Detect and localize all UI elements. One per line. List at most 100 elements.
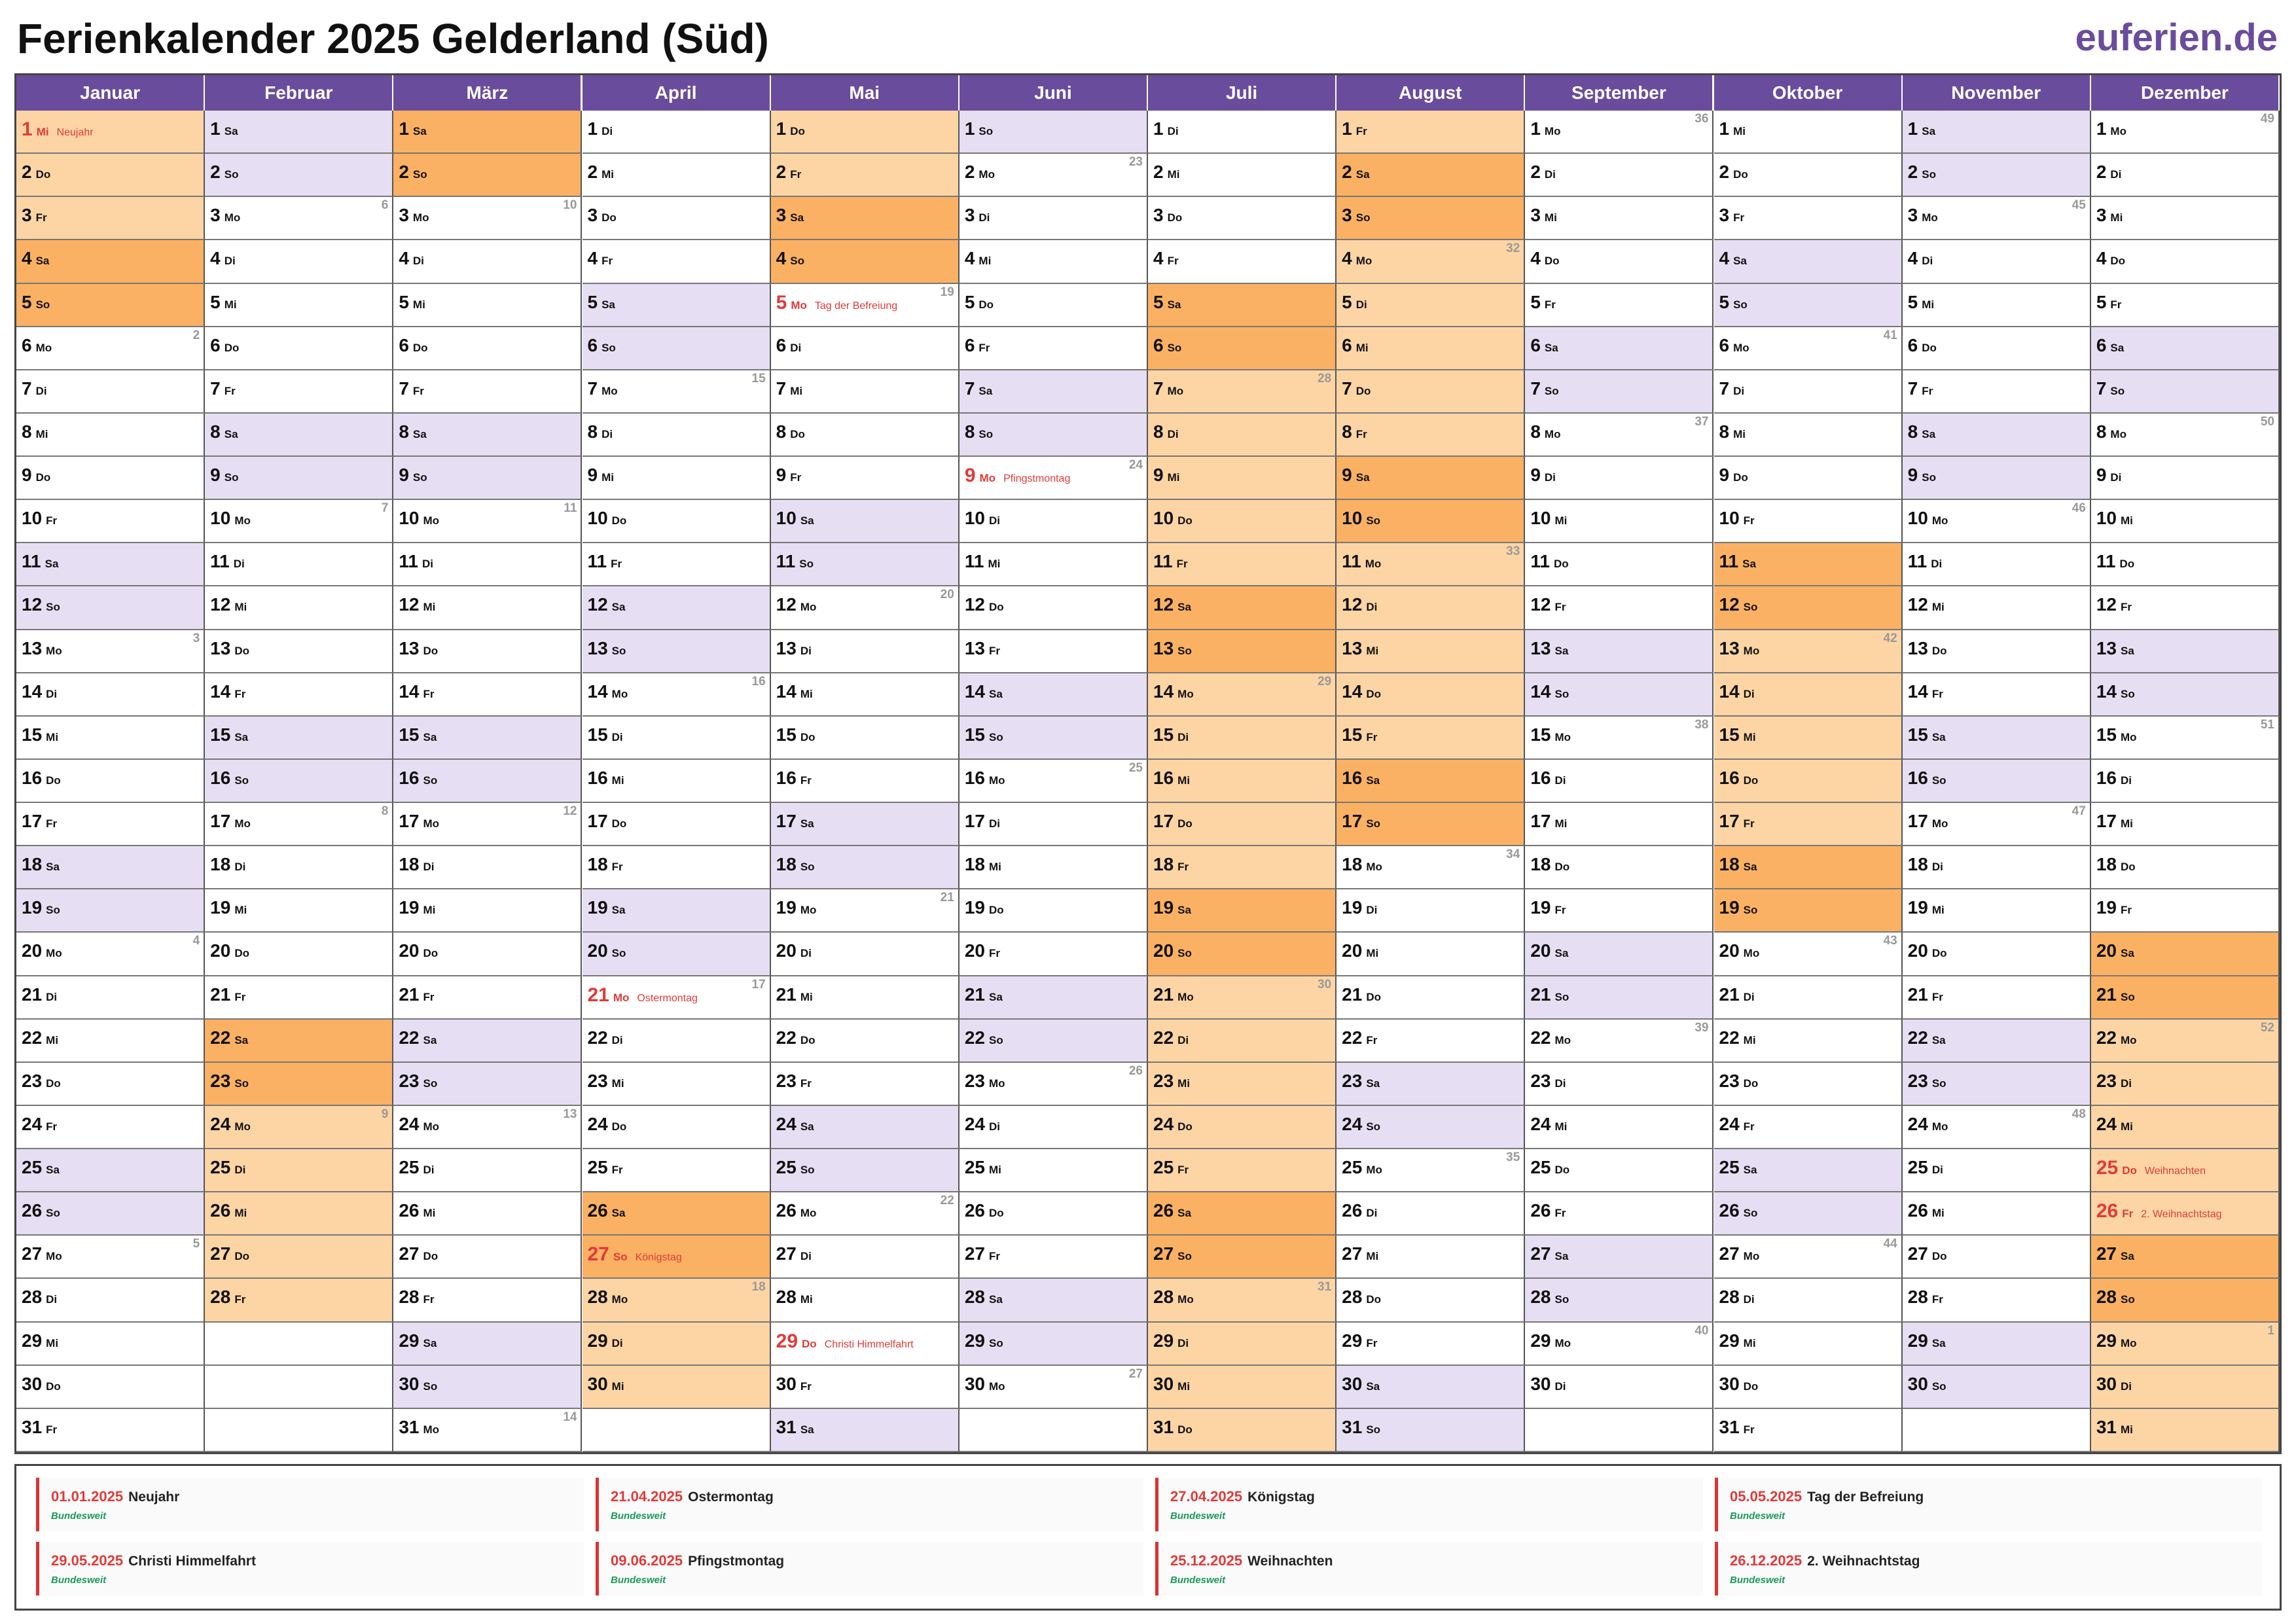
day-cell: 4 Sa [1713,240,1903,284]
day-cell: 9 Do [1713,457,1903,501]
day-number: 28 [399,1287,420,1308]
day-cell: 12 So [1713,586,1903,630]
holiday-title: Tag der Befreiung [1807,1489,1924,1505]
day-cell: 14 Di [1713,673,1903,717]
month-header: Juni [959,75,1148,111]
weekday: Fr [1176,558,1188,571]
day-number: 12 [399,594,420,615]
day: 5 So [1719,292,1748,313]
day-number: 9 [1719,465,1730,486]
weekday: So [611,644,626,657]
day: 26 Fr [1530,1200,1566,1221]
day: 2 So [399,162,427,183]
weekday: Sa [611,904,626,917]
day: 5 Mi [399,292,425,313]
holiday-date: 26.12.2025 [1730,1552,1803,1569]
weekday: Mi [1366,947,1379,960]
brand[interactable]: euferien.de [2075,16,2278,59]
day-number: 10 [587,508,608,529]
day-number: 9 [22,465,32,486]
week-number: 41 [1883,328,1897,342]
day-cell: 4 Di [205,240,394,284]
day: 28 Di [1719,1287,1755,1308]
weekday: So [423,1380,438,1393]
day: 21 Di [22,984,57,1005]
day: 24 Di [965,1114,1000,1135]
day-number: 23 [2096,1070,2117,1091]
day: 28 Fr [1908,1287,1943,1308]
day-number: 13 [399,637,420,658]
day: 20 Sa [1530,940,1568,961]
weekday: So [978,125,994,137]
day: 29 So [965,1330,1003,1351]
day: 24 Mo [210,1114,251,1135]
day-number: 4 [399,248,409,269]
day-number: 6 [22,334,32,355]
day-number: 4 [1342,248,1352,269]
weekday: Sa [988,687,1003,700]
weekday: Fr [2120,904,2132,917]
day-cell: 24 Mi [1525,1105,1714,1150]
day: 13 Sa [2096,638,2134,659]
weekday: Mo [412,211,429,224]
day-cell: 25 Fr [582,1149,771,1193]
day-cell [582,1408,771,1452]
calendar: Januar 1 Mi Neujahr 2 Do 3 Fr 4 Sa 5 So 6 Mo 2 7 Di 8 Mi 9 D… [14,73,2282,1454]
day-number: 30 [964,1373,985,1394]
weekday: So [1177,947,1192,960]
day-cell: 16 Mo 25 [959,759,1148,804]
weekday: Di [35,384,47,397]
day-cell: 15 Sa [205,716,394,760]
weekday: Di [423,861,435,874]
weekday: Di [233,558,245,571]
day-cell: 27 Di [770,1236,960,1279]
weekday: Do [800,1033,816,1046]
weekday: Fr [1167,255,1179,268]
day-cell: 12 So [16,586,206,630]
weekday: Di [1366,1207,1378,1220]
day-number: 10 [1530,508,1551,529]
day-number: 30 [1153,1373,1174,1394]
weekday: Fr [423,687,435,700]
day-cell: 25 Di [393,1149,583,1193]
day-number: 15 [964,724,985,745]
day-number: 18 [210,854,231,875]
day-cell: 17 Mi [1525,803,1714,847]
day: 5 Mo Tag der Befreiung [776,292,898,314]
day: 7 So [1530,378,1558,399]
day: 3 Mi [2096,205,2123,226]
day: 14 Di [1719,681,1755,702]
day-number: 8 [1153,421,1164,442]
day-number: 30 [1530,1373,1551,1394]
weekday: Sa [2120,947,2134,960]
day-cell: 14 So [2090,673,2280,717]
day-number: 26 [1153,1200,1174,1221]
day-number: 31 [1153,1416,1174,1437]
week-number: 16 [751,674,766,688]
day-cell: 16 Mi [1148,759,1337,804]
day: 29 Sa [399,1330,437,1351]
day-cell: 27 Fr [959,1236,1148,1279]
day-cell: 3 Do [1148,197,1337,241]
day: 16 Do [1719,768,1759,789]
day-cell: 8 Mo 37 [1525,413,1714,457]
day-cell: 5 Sa [1148,283,1337,327]
day-number: 11 [2096,551,2116,572]
day-cell: 17 Do [1148,803,1337,847]
weekday: Di [46,687,58,700]
day-number: 22 [776,1027,797,1048]
day-number: 10 [2096,508,2117,529]
day-number: 8 [399,421,409,442]
week-number: 2 [192,328,200,342]
day-number: 28 [776,1287,797,1308]
weekday: Mi [234,1207,247,1220]
day: 4 Di [399,248,424,269]
day: 12 So [22,594,60,615]
day-cell: 1 Do [770,111,960,154]
day: 29 Sa [1908,1330,1946,1351]
day-number: 10 [1153,508,1174,529]
day-number: 21 [22,984,43,1005]
weekday: Di [1177,730,1189,743]
day-cell: 30 Fr [770,1365,960,1409]
day-cell: 20 Mo 43 [1713,933,1903,976]
